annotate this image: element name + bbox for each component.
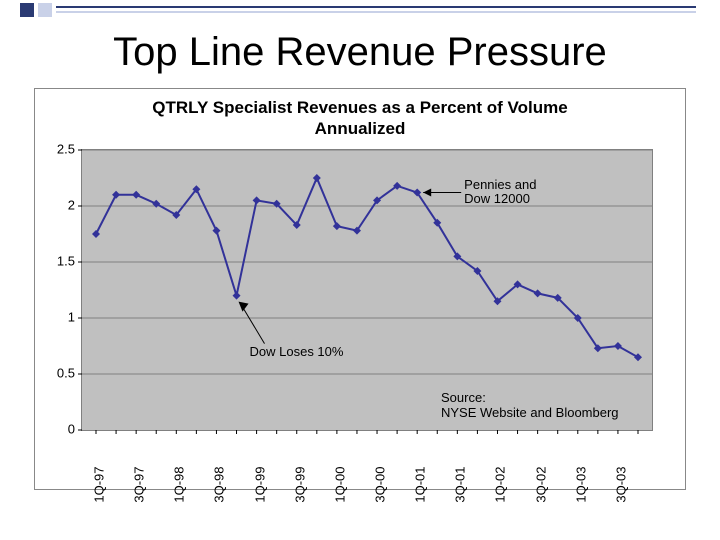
annotation-dow-loses-10: Dow Loses 10%	[250, 345, 344, 360]
x-tick-label: 3Q-99	[292, 467, 307, 517]
x-tick-label: 3Q-02	[533, 467, 548, 517]
x-tick-label: 3Q-98	[212, 467, 227, 517]
y-tick-label: 0	[41, 422, 75, 437]
annot-line: Pennies and	[464, 177, 536, 192]
arrow-head-icon	[423, 189, 431, 197]
x-tick-label: 3Q-00	[373, 467, 388, 517]
data-line	[96, 178, 638, 357]
data-marker	[152, 200, 160, 208]
data-marker	[253, 196, 261, 204]
chart-title-line2: Annualized	[315, 119, 406, 138]
data-marker	[132, 191, 140, 199]
accent-line-light	[56, 11, 696, 13]
x-tick-label: 3Q-97	[132, 467, 147, 517]
x-tick-label: 3Q-01	[453, 467, 468, 517]
data-marker	[634, 353, 642, 361]
source-text: Source:NYSE Website and Bloomberg	[441, 391, 619, 421]
annotation-pennies-dow12000: Pennies andDow 12000	[464, 178, 536, 208]
x-tick-label: 1Q-01	[413, 467, 428, 517]
annot-line: Dow 12000	[464, 191, 530, 206]
annot-line: Dow Loses 10%	[250, 344, 344, 359]
y-tick-label: 0.5	[41, 366, 75, 381]
annot-line: Source:	[441, 390, 486, 405]
top-accent-bar	[0, 0, 720, 18]
data-marker	[313, 174, 321, 182]
y-tick-label: 2	[41, 198, 75, 213]
accent-square-dark	[20, 3, 34, 17]
data-marker	[212, 227, 220, 235]
arrow-head-icon	[239, 302, 249, 312]
data-marker	[534, 289, 542, 297]
x-tick-label: 1Q-99	[252, 467, 267, 517]
chart-title: QTRLY Specialist Revenues as a Percent o…	[35, 97, 685, 140]
x-tick-label: 1Q-03	[573, 467, 588, 517]
data-marker	[614, 342, 622, 350]
x-tick-label: 3Q-03	[613, 467, 628, 517]
annot-line: NYSE Website and Bloomberg	[441, 405, 619, 420]
accent-line-dark	[56, 6, 696, 8]
page-title: Top Line Revenue Pressure	[0, 30, 720, 75]
data-marker	[333, 222, 341, 230]
plot-area	[81, 149, 653, 431]
x-tick-label: 1Q-02	[493, 467, 508, 517]
chart-frame: QTRLY Specialist Revenues as a Percent o…	[34, 88, 686, 490]
data-marker	[112, 191, 120, 199]
y-tick-label: 2.5	[41, 142, 75, 157]
x-tick-label: 1Q-98	[172, 467, 187, 517]
data-marker	[92, 230, 100, 238]
y-tick-label: 1.5	[41, 254, 75, 269]
chart-title-line1: QTRLY Specialist Revenues as a Percent o…	[152, 98, 567, 117]
annotation-arrow	[241, 304, 265, 344]
chart-svg	[82, 150, 652, 430]
x-tick-label: 1Q-97	[92, 467, 107, 517]
x-tick-label: 1Q-00	[332, 467, 347, 517]
y-tick-label: 1	[41, 310, 75, 325]
accent-square-light	[38, 3, 52, 17]
data-marker	[233, 292, 241, 300]
